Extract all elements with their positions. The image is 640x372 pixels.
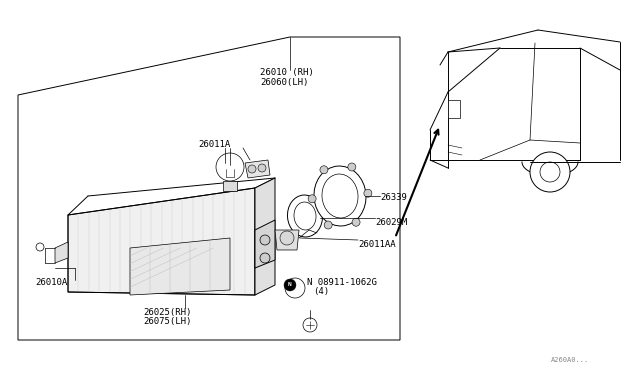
Text: 26075(LH): 26075(LH) <box>143 317 191 326</box>
Circle shape <box>216 153 244 181</box>
Circle shape <box>320 166 328 174</box>
Text: 26060(LH): 26060(LH) <box>260 78 308 87</box>
Text: (4): (4) <box>313 287 329 296</box>
Polygon shape <box>255 178 275 295</box>
Circle shape <box>260 253 270 263</box>
Text: 26029M: 26029M <box>375 218 407 227</box>
Circle shape <box>303 318 317 332</box>
Circle shape <box>258 164 266 172</box>
Text: 26010 (RH): 26010 (RH) <box>260 68 314 77</box>
Polygon shape <box>130 238 230 295</box>
Text: N 08911-1062G: N 08911-1062G <box>307 278 377 287</box>
Polygon shape <box>255 220 275 268</box>
Polygon shape <box>245 160 270 178</box>
Text: N: N <box>288 282 292 288</box>
Polygon shape <box>275 230 299 250</box>
Ellipse shape <box>294 202 316 230</box>
Polygon shape <box>223 181 237 191</box>
Circle shape <box>540 162 560 182</box>
Circle shape <box>285 278 305 298</box>
Circle shape <box>324 221 332 229</box>
Circle shape <box>260 235 270 245</box>
Ellipse shape <box>314 166 366 226</box>
Circle shape <box>530 152 570 192</box>
Text: A260A0...: A260A0... <box>551 357 589 363</box>
Circle shape <box>308 195 316 203</box>
Circle shape <box>352 218 360 226</box>
Circle shape <box>248 165 256 173</box>
Circle shape <box>36 243 44 251</box>
Polygon shape <box>448 100 460 118</box>
Circle shape <box>284 279 296 291</box>
Text: 26011A: 26011A <box>198 140 230 149</box>
Polygon shape <box>55 242 68 263</box>
Ellipse shape <box>322 174 358 218</box>
Circle shape <box>364 189 372 197</box>
Circle shape <box>280 231 294 245</box>
Circle shape <box>348 163 356 171</box>
Text: 26339: 26339 <box>380 193 407 202</box>
Text: 26010A: 26010A <box>35 278 67 287</box>
Text: 26011AA: 26011AA <box>358 240 396 249</box>
Polygon shape <box>18 37 400 340</box>
Polygon shape <box>68 188 255 295</box>
Ellipse shape <box>287 195 323 237</box>
Text: 26025(RH): 26025(RH) <box>143 308 191 317</box>
